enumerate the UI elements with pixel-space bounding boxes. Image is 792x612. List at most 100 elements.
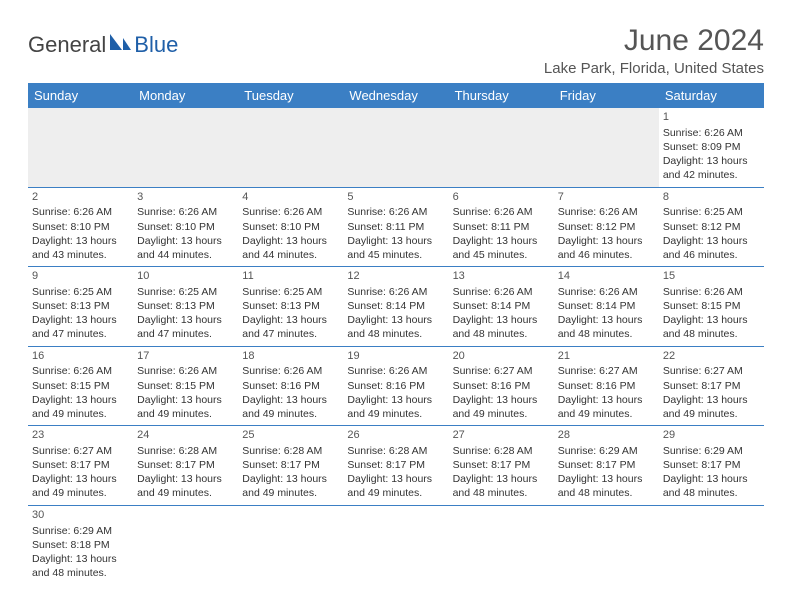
day-number: 3	[137, 190, 234, 205]
calendar-week-row: 16Sunrise: 6:26 AM Sunset: 8:15 PM Dayligh…	[28, 346, 764, 426]
daylight-text: and 49 minutes.	[663, 407, 760, 421]
daylight-text: Daylight: 13 hours	[32, 552, 129, 566]
daylight-text: Daylight: 13 hours	[453, 234, 550, 248]
daylight-text: Daylight: 13 hours	[347, 393, 444, 407]
calendar-day-cell: 30Sunrise: 6:29 AMSunset: 8:18 PMDayligh…	[28, 505, 133, 584]
daylight-text: Daylight: 13 hours	[663, 393, 760, 407]
daylight-text: Daylight: 13 hours	[663, 154, 760, 168]
sunset-text: Sunset: 8:14 PM	[558, 299, 655, 313]
calendar-empty-cell	[343, 108, 448, 187]
day-number: 23	[32, 428, 129, 443]
daylight-text: and 43 minutes.	[32, 248, 129, 262]
day-number: 7	[558, 190, 655, 205]
calendar-day-cell: 5Sunrise: 6:26 AMSunset: 8:11 PMDaylight…	[343, 187, 448, 267]
calendar-day-cell: 24Sunrise: 6:28 AMSunset: 8:17 PMDayligh…	[133, 426, 238, 506]
sunrise-text: Sunrise: 6:28 AM	[453, 444, 550, 458]
daylight-text: and 48 minutes.	[453, 486, 550, 500]
daylight-text: and 49 minutes.	[558, 407, 655, 421]
calendar-day-cell: 22Sunrise: 6:27 AMSunset: 8:17 PMDayligh…	[659, 346, 764, 426]
daylight-text: Daylight: 13 hours	[558, 393, 655, 407]
daylight-text: and 42 minutes.	[663, 168, 760, 182]
sunset-text: Sunset: 8:13 PM	[137, 299, 234, 313]
daylight-text: Daylight: 13 hours	[32, 313, 129, 327]
day-number: 22	[663, 349, 760, 364]
sunset-text: Sunset: 8:16 PM	[558, 379, 655, 393]
sunset-text: Sunset: 8:10 PM	[137, 220, 234, 234]
calendar-day-cell: 8Sunrise: 6:25 AMSunset: 8:12 PMDaylight…	[659, 187, 764, 267]
sunrise-text: Sunrise: 6:28 AM	[347, 444, 444, 458]
daylight-text: Daylight: 13 hours	[558, 472, 655, 486]
calendar-week-row: 1Sunrise: 6:26 AMSunset: 8:09 PMDaylight…	[28, 108, 764, 187]
daylight-text: and 47 minutes.	[137, 327, 234, 341]
sunset-text: Sunset: 8:14 PM	[347, 299, 444, 313]
sunrise-text: Sunrise: 6:26 AM	[32, 364, 129, 378]
day-number: 15	[663, 269, 760, 284]
sunset-text: Sunset: 8:15 PM	[137, 379, 234, 393]
day-number: 20	[453, 349, 550, 364]
sunset-text: Sunset: 8:17 PM	[32, 458, 129, 472]
calendar-week-row: 30Sunrise: 6:29 AMSunset: 8:18 PMDayligh…	[28, 505, 764, 584]
calendar-day-cell: 7Sunrise: 6:26 AMSunset: 8:12 PMDaylight…	[554, 187, 659, 267]
day-number: 26	[347, 428, 444, 443]
calendar-day-cell: 18Sunrise: 6:26 AMSunset: 8:16 PMDayligh…	[238, 346, 343, 426]
calendar-empty-cell	[238, 108, 343, 187]
page-subtitle: Lake Park, Florida, United States	[28, 60, 764, 77]
sunrise-text: Sunrise: 6:28 AM	[242, 444, 339, 458]
daylight-text: and 48 minutes.	[558, 327, 655, 341]
daylight-text: Daylight: 13 hours	[242, 472, 339, 486]
calendar-day-cell: 15Sunrise: 6:26 AMSunset: 8:15 PMDayligh…	[659, 267, 764, 347]
calendar-table: SundayMondayTuesdayWednesdayThursdayFrid…	[28, 83, 764, 584]
day-number: 11	[242, 269, 339, 284]
sunset-text: Sunset: 8:15 PM	[663, 299, 760, 313]
day-number: 2	[32, 190, 129, 205]
sunset-text: Sunset: 8:17 PM	[137, 458, 234, 472]
calendar-day-cell: 19Sunrise: 6:26 AMSunset: 8:16 PMDayligh…	[343, 346, 448, 426]
daylight-text: Daylight: 13 hours	[663, 234, 760, 248]
sunrise-text: Sunrise: 6:29 AM	[558, 444, 655, 458]
day-number: 4	[242, 190, 339, 205]
weekday-header: Thursday	[449, 83, 554, 108]
daylight-text: Daylight: 13 hours	[453, 313, 550, 327]
daylight-text: Daylight: 13 hours	[347, 234, 444, 248]
day-number: 30	[32, 508, 129, 523]
day-number: 16	[32, 349, 129, 364]
daylight-text: Daylight: 13 hours	[347, 472, 444, 486]
daylight-text: Daylight: 13 hours	[242, 393, 339, 407]
daylight-text: Daylight: 13 hours	[347, 313, 444, 327]
day-number: 13	[453, 269, 550, 284]
daylight-text: Daylight: 13 hours	[242, 313, 339, 327]
daylight-text: and 49 minutes.	[347, 407, 444, 421]
daylight-text: and 49 minutes.	[32, 407, 129, 421]
calendar-day-cell: 16Sunrise: 6:26 AMSunset: 8:15 PMDayligh…	[28, 346, 133, 426]
sunrise-text: Sunrise: 6:26 AM	[347, 285, 444, 299]
sunset-text: Sunset: 8:11 PM	[347, 220, 444, 234]
calendar-day-cell: 14Sunrise: 6:26 AMSunset: 8:14 PMDayligh…	[554, 267, 659, 347]
daylight-text: and 49 minutes.	[32, 486, 129, 500]
weekday-header: Friday	[554, 83, 659, 108]
sunset-text: Sunset: 8:17 PM	[242, 458, 339, 472]
sunrise-text: Sunrise: 6:26 AM	[242, 205, 339, 219]
sunset-text: Sunset: 8:16 PM	[347, 379, 444, 393]
daylight-text: and 48 minutes.	[558, 486, 655, 500]
calendar-empty-cell	[554, 505, 659, 584]
sunset-text: Sunset: 8:16 PM	[453, 379, 550, 393]
calendar-empty-cell	[133, 108, 238, 187]
sunrise-text: Sunrise: 6:27 AM	[32, 444, 129, 458]
sunrise-text: Sunrise: 6:27 AM	[663, 364, 760, 378]
daylight-text: and 49 minutes.	[137, 407, 234, 421]
weekday-header: Monday	[133, 83, 238, 108]
calendar-empty-cell	[449, 108, 554, 187]
day-number: 5	[347, 190, 444, 205]
daylight-text: Daylight: 13 hours	[32, 472, 129, 486]
sunrise-text: Sunrise: 6:28 AM	[137, 444, 234, 458]
day-number: 6	[453, 190, 550, 205]
day-number: 12	[347, 269, 444, 284]
daylight-text: and 44 minutes.	[137, 248, 234, 262]
calendar-day-cell: 10Sunrise: 6:25 AMSunset: 8:13 PMDayligh…	[133, 267, 238, 347]
sunset-text: Sunset: 8:10 PM	[242, 220, 339, 234]
day-number: 25	[242, 428, 339, 443]
daylight-text: and 49 minutes.	[347, 486, 444, 500]
daylight-text: and 44 minutes.	[242, 248, 339, 262]
sunset-text: Sunset: 8:13 PM	[32, 299, 129, 313]
sunrise-text: Sunrise: 6:29 AM	[32, 524, 129, 538]
